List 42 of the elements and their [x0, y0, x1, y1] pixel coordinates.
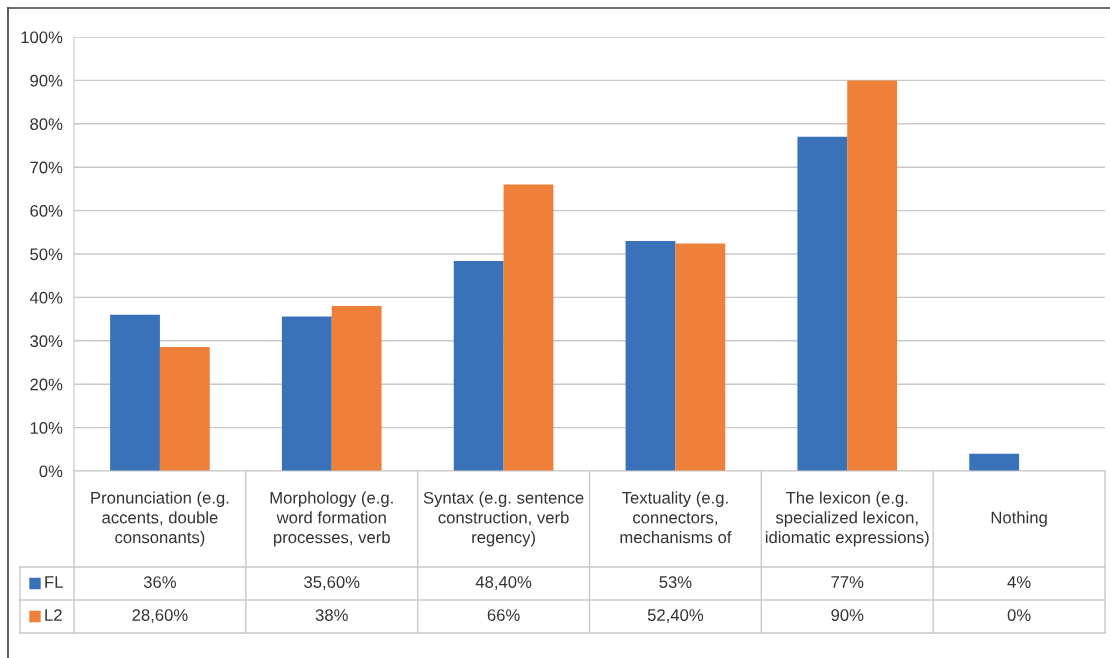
bar: [625, 240, 676, 471]
legend-label: FL: [45, 576, 63, 588]
y-tick-label: 30%: [30, 335, 63, 347]
y-tick-label: 80%: [30, 118, 63, 130]
data-label: 0%: [1007, 609, 1031, 621]
data-label: 48,40%: [475, 576, 532, 590]
bar: [969, 453, 1020, 471]
x-tick-label: The lexicon (e.g. specialized lexicon, idiomatic expressions): [765, 491, 929, 547]
x-tick-label: Pronunciation (e.g. accents, double consonants): [91, 491, 229, 547]
y-tick-label: 0%: [39, 465, 63, 478]
y-tick-label: 90%: [30, 74, 63, 87]
data-label: 35,60%: [304, 576, 360, 590]
data-label: 53%: [659, 576, 692, 588]
bar: [159, 346, 210, 471]
x-tick-label: Morphology (e.g. word formation processes, verb: [270, 491, 393, 547]
x-tick-label: Textuality (e.g. connectors, mechanisms of: [620, 491, 732, 544]
bar: [281, 316, 332, 471]
y-tick-label: 40%: [29, 291, 63, 304]
data-label: 90%: [831, 609, 864, 621]
bar: [847, 80, 898, 471]
data-label: 28,60%: [132, 609, 188, 623]
x-tick-label: Syntax (e.g. sentence construction, verb regency): [423, 491, 584, 547]
data-label: 52,40%: [647, 609, 704, 623]
data-label: 77%: [831, 576, 864, 588]
y-tick-label: 60%: [30, 205, 63, 217]
bar: [110, 314, 160, 471]
x-tick-label: Nothing: [991, 511, 1047, 527]
bar: [453, 260, 504, 471]
bar: [797, 136, 848, 471]
y-tick-label: 20%: [30, 378, 63, 391]
y-tick-label: 100%: [21, 31, 63, 44]
y-tick-label: 10%: [30, 422, 63, 434]
y-tick-label: 50%: [30, 248, 63, 261]
bar: [503, 184, 554, 471]
legend-label: L2: [45, 609, 62, 621]
y-tick-label: 70%: [30, 161, 63, 174]
data-label: 38%: [315, 609, 348, 621]
data-label: 4%: [1007, 576, 1031, 588]
data-label: 36%: [143, 576, 176, 588]
bar: [331, 306, 382, 471]
bar: [675, 243, 726, 471]
data-label: 66%: [487, 609, 520, 621]
